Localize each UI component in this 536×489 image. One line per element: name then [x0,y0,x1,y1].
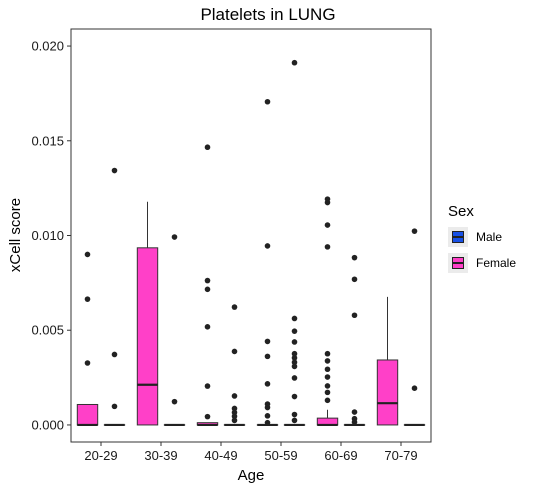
plot-panel [70,28,432,443]
outlier-point [351,276,358,283]
box-body [376,359,399,426]
x-tick-label: 20-29 [84,448,117,463]
outlier-point [324,199,331,206]
x-axis-title: Age [238,467,265,484]
legend-item-male: Male [448,226,516,248]
outlier-point [351,409,358,415]
x-tick-label: 30-39 [144,448,177,463]
box-female-20-29 [76,251,99,427]
outlier-point [324,383,331,389]
outlier-point [411,228,418,234]
outlier-point [171,234,178,240]
y-axis-title: xCell score [7,198,24,272]
outlier-point [204,383,211,389]
box-female-60-69 [316,196,339,427]
outlier-point [204,413,211,420]
box-body [76,403,99,426]
box-female-50-59 [256,98,279,427]
box-male-60-69 [343,254,366,427]
outlier-point [324,222,331,228]
y-tick-label: 0.010 [31,228,64,243]
legend-key-female [448,253,468,273]
outlier-point [291,359,298,366]
outlier-point [84,360,91,366]
outlier-point [84,296,91,302]
x-tick-label: 50-59 [264,448,297,463]
outlier-point [231,304,238,310]
outlier-point [324,244,331,250]
outlier-point [324,397,331,404]
outlier-point [324,358,331,364]
legend-label-male: Male [476,230,503,244]
outlier-point [231,417,238,424]
outlier-point [291,59,298,66]
outlier-point [291,411,298,418]
outlier-point [324,374,331,380]
outlier-point [264,413,271,419]
outlier-point [111,403,118,410]
outlier-point [231,405,238,412]
y-tick-label: 0.015 [31,133,64,148]
outlier-point [291,393,298,400]
outlier-point [351,254,358,261]
outlier-point [351,312,358,319]
outlier-point [171,398,178,405]
outlier-point [204,286,211,293]
outlier-point [84,251,91,258]
outlier-point [264,353,271,360]
box-female-70-79 [376,296,399,426]
y-tick-label: 0.020 [31,39,64,54]
box-male-20-29 [103,167,126,427]
outlier-point [231,348,238,355]
legend: Sex Male Female [448,203,516,274]
outlier-point [411,385,418,391]
outlier-point [351,419,358,425]
legend-key-male [448,227,468,247]
box-male-50-59 [283,59,306,427]
outlier-point [264,98,271,105]
x-tick-label: 40-49 [204,448,237,463]
outlier-point [324,350,331,357]
outlier-point [291,363,298,370]
outlier-point [231,413,238,420]
outlier-point [204,277,211,284]
outlier-point [231,393,238,399]
outlier-point [264,404,271,411]
outlier-point [291,375,298,381]
box-male-30-39 [163,234,186,427]
chart-axes: 0.000 0.005 0.010 0.015 0.020 20-29 30-39 40-49… [31,39,417,463]
chart-title: Platelets in LUNG [200,5,336,24]
outlier-point [324,366,331,373]
outlier-point [111,167,118,174]
outlier-point [264,419,271,426]
x-tick-label: 70-79 [384,448,417,463]
outlier-point [291,315,298,322]
outlier-point [204,324,211,330]
box-body [136,247,159,426]
legend-item-female: Female [448,252,516,274]
y-tick-label: 0.000 [31,417,64,432]
chart-marks [76,59,426,427]
outlier-point [264,243,271,249]
outlier-point [204,144,211,151]
box-male-40-49 [223,304,246,427]
legend-label-female: Female [476,256,517,270]
outlier-point [291,417,298,424]
box-female-40-49 [196,144,219,427]
outlier-point [264,338,271,345]
outlier-point [264,381,271,387]
outlier-point [324,389,331,396]
legend-title: Sex [448,203,474,220]
box-female-30-39 [136,201,159,426]
box-male-70-79 [403,228,426,427]
outlier-point [111,351,118,358]
outlier-point [291,339,298,345]
y-tick-label: 0.005 [31,323,64,338]
x-tick-label: 60-69 [324,448,357,463]
outlier-point [291,328,298,334]
outlier-point [291,355,298,361]
outlier-point [291,350,298,357]
